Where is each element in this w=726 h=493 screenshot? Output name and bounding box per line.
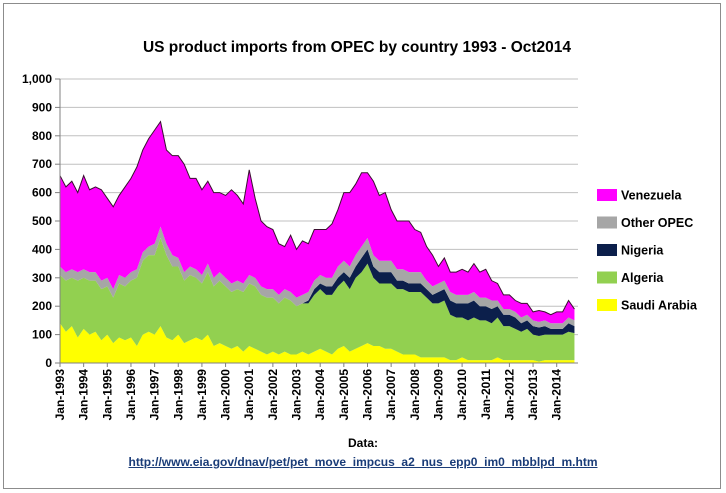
legend-label-venezuela: Venezuela xyxy=(621,189,682,203)
x-tick-label: Jan-1998 xyxy=(171,369,185,421)
legend-swatch-venezuela xyxy=(597,189,617,201)
source-caption: Data: xyxy=(347,436,378,450)
x-tick-label: Jan-2014 xyxy=(550,369,564,421)
total-outline xyxy=(59,120,575,316)
x-tick-label: Jan-1994 xyxy=(77,369,91,421)
x-tick-label: Jan-2010 xyxy=(455,369,469,421)
y-tick-label: 500 xyxy=(32,214,52,228)
x-tick-label: Jan-2012 xyxy=(502,369,516,421)
y-tick-label: 200 xyxy=(32,299,52,313)
legend-label-other-opec: Other OPEC xyxy=(621,216,693,230)
legend-label-algeria: Algeria xyxy=(621,271,664,285)
series-area-nigeria xyxy=(60,238,575,337)
y-tick-label: 600 xyxy=(32,186,52,200)
x-tick-label: Jan-2003 xyxy=(290,369,304,421)
series-area-venezuela xyxy=(60,121,575,324)
legend-swatch-saudi-arabia xyxy=(597,299,617,311)
x-tick-label: Jan-2009 xyxy=(431,369,445,421)
legend-label-saudi-arabia: Saudi Arabia xyxy=(621,299,698,313)
legend-label-nigeria: Nigeria xyxy=(621,244,664,258)
x-tick-label: Jan-2013 xyxy=(526,369,540,421)
legend: Venezuela Other OPEC Nigeria Algeria Saudi A… xyxy=(597,189,698,313)
x-tick-label: Jan-2005 xyxy=(337,369,351,421)
y-tick-label: 300 xyxy=(32,271,52,285)
y-axis-tick-labels: 0 100 200 300 400 500 600 700 800 900 1,000 xyxy=(22,72,52,370)
series-area-other-opec xyxy=(60,226,575,329)
y-tick-label: 700 xyxy=(32,157,52,171)
y-tick-label: 1,000 xyxy=(22,72,52,86)
x-tick-label: Jan-2008 xyxy=(408,369,422,421)
x-tick-label: Jan-1996 xyxy=(124,369,138,421)
series-areas xyxy=(59,120,575,363)
series-area-algeria xyxy=(60,238,575,362)
x-tick-label: Jan-2001 xyxy=(242,369,256,421)
legend-swatch-nigeria xyxy=(597,244,617,256)
x-tick-label: Jan-1993 xyxy=(53,369,67,421)
series-area-saudi-arabia xyxy=(60,323,575,363)
x-tick-label: Jan-2007 xyxy=(384,369,398,421)
x-tick-label: Jan-1999 xyxy=(195,369,209,421)
chart-title: US product imports from OPEC by country … xyxy=(143,39,571,56)
x-tick-label: Jan-1995 xyxy=(100,369,114,421)
legend-swatch-algeria xyxy=(597,271,617,284)
x-tick-label: Jan-2000 xyxy=(219,369,233,421)
y-tick-label: 0 xyxy=(45,356,52,370)
x-tick-label: Jan-2004 xyxy=(313,369,327,421)
x-tick-label: Jan-2002 xyxy=(266,369,280,421)
y-tick-label: 900 xyxy=(32,100,52,114)
y-tick-label: 100 xyxy=(32,328,52,342)
axes xyxy=(59,79,578,367)
legend-swatch-other-opec xyxy=(597,216,617,229)
x-tick-label: Jan-1997 xyxy=(148,369,162,421)
x-tick-label: Jan-2006 xyxy=(360,369,374,421)
source-link[interactable]: http://www.eia.gov/dnav/pet/pet_move_imp… xyxy=(128,455,598,469)
x-axis-tick-labels: Jan-1993 Jan-1994 Jan-1995 Jan-1996 Jan-1997… xyxy=(53,369,564,421)
y-tick-label: 400 xyxy=(32,242,52,256)
x-tick-label: Jan-2011 xyxy=(479,369,493,420)
y-tick-label: 800 xyxy=(32,129,52,143)
